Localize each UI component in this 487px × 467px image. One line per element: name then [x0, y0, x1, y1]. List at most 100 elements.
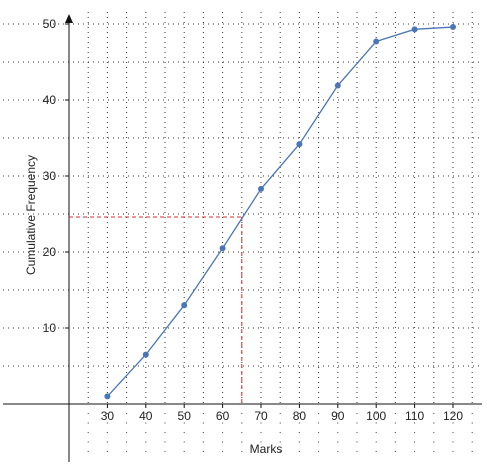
grid-dot [202, 422, 204, 424]
grid-dot [375, 441, 377, 443]
data-series [104, 24, 456, 400]
grid-dot [241, 450, 243, 453]
grid-dot [164, 441, 166, 443]
grid-dot [222, 422, 224, 424]
x-tick-label: 110 [405, 409, 424, 423]
y-tick-label: 20 [43, 245, 57, 259]
grid-dot [452, 422, 454, 424]
grid-dot [414, 431, 416, 434]
grid-dot [164, 412, 166, 415]
grid-dot [356, 450, 358, 453]
x-tick-label: 50 [178, 409, 192, 423]
grid-dot [260, 412, 262, 415]
y-axis-arrow [65, 14, 73, 23]
grid-dot [414, 441, 416, 443]
grid-dot [356, 441, 358, 443]
y-tick-label: 40 [43, 93, 57, 107]
grid-dot [222, 441, 224, 443]
grid-dot [471, 431, 473, 434]
grid-dot [241, 441, 243, 443]
grid-dot [241, 422, 243, 424]
grid-dot [298, 431, 300, 434]
y-tick-label: 50 [43, 17, 57, 31]
grid-dot [222, 412, 224, 415]
grid-dot [164, 422, 166, 424]
grid-dot [241, 412, 243, 415]
grid-dot [87, 441, 89, 443]
grid-dot [260, 422, 262, 424]
grid-dot [279, 412, 281, 415]
grid-dot [471, 450, 473, 453]
x-tick-label: 90 [331, 409, 345, 423]
grid-dot [260, 431, 262, 434]
grid-dot [145, 450, 147, 453]
grid-dot [452, 431, 454, 434]
grid-dot [298, 412, 300, 415]
x-tick-label: 60 [216, 409, 230, 423]
data-point [296, 141, 303, 148]
y-axis-label: Cumulative Frequency [24, 155, 38, 275]
grid-dot [394, 441, 396, 443]
grid-dot [298, 422, 300, 424]
grid-dot [375, 431, 377, 434]
grid-dot [106, 450, 108, 453]
grid-dot [183, 441, 185, 443]
grid-dot [87, 422, 89, 424]
data-point [450, 24, 456, 31]
grid-dot [202, 431, 204, 434]
grid-dot [356, 412, 358, 415]
grid-lines [3, 12, 482, 453]
x-tick-label: 70 [254, 409, 268, 423]
grid-dot [183, 412, 185, 415]
grid-dot [375, 412, 377, 415]
grid-dot [318, 431, 320, 434]
grid-dot [298, 450, 300, 453]
data-point [373, 38, 380, 45]
grid-dot [279, 422, 281, 424]
grid-dot [164, 431, 166, 434]
grid-dot [337, 450, 339, 453]
tick-labels: 30 40 50 60 70 80 90 100 110 120 10 20 30 40 50 [43, 17, 464, 423]
grid-dot [414, 412, 416, 415]
grid-dot [356, 422, 358, 424]
x-tick-label: 30 [101, 409, 115, 423]
grid-dot [106, 431, 108, 434]
grid-dot [106, 422, 108, 424]
x-tick-label: 100 [366, 409, 386, 423]
grid-dot [126, 412, 128, 415]
x-axis-label: Marks [250, 442, 283, 456]
grid-dot [414, 450, 416, 453]
grid-dot [183, 450, 185, 453]
guide-lines [69, 216, 243, 404]
data-point [258, 185, 264, 192]
grid-dot [337, 412, 339, 415]
data-point [219, 245, 226, 252]
grid-dot [452, 412, 454, 415]
grid-dot [394, 422, 396, 424]
grid-dot [298, 441, 300, 443]
grid-dot [222, 450, 224, 453]
grid-dot [394, 412, 396, 415]
grid-dot [279, 441, 281, 443]
grid-dot [433, 412, 435, 415]
grid-dot [394, 450, 396, 453]
y-tick-label: 10 [43, 321, 57, 335]
x-tick-label: 120 [443, 409, 463, 423]
grid-dot [87, 450, 89, 453]
grid-dot [260, 450, 262, 453]
grid-dot [452, 441, 454, 443]
grid-dot [145, 441, 147, 443]
grid-dot [337, 422, 339, 424]
grid-dot [202, 441, 204, 443]
grid-dot [394, 431, 396, 434]
grid-dot [433, 441, 435, 443]
series-line [106, 26, 454, 397]
grid-dot [145, 422, 147, 424]
grid-dot [433, 422, 435, 424]
grid-dot [318, 450, 320, 453]
grid-dot [164, 450, 166, 453]
grid-dot [126, 441, 128, 443]
grid-dot [471, 412, 473, 415]
data-point [181, 302, 188, 309]
